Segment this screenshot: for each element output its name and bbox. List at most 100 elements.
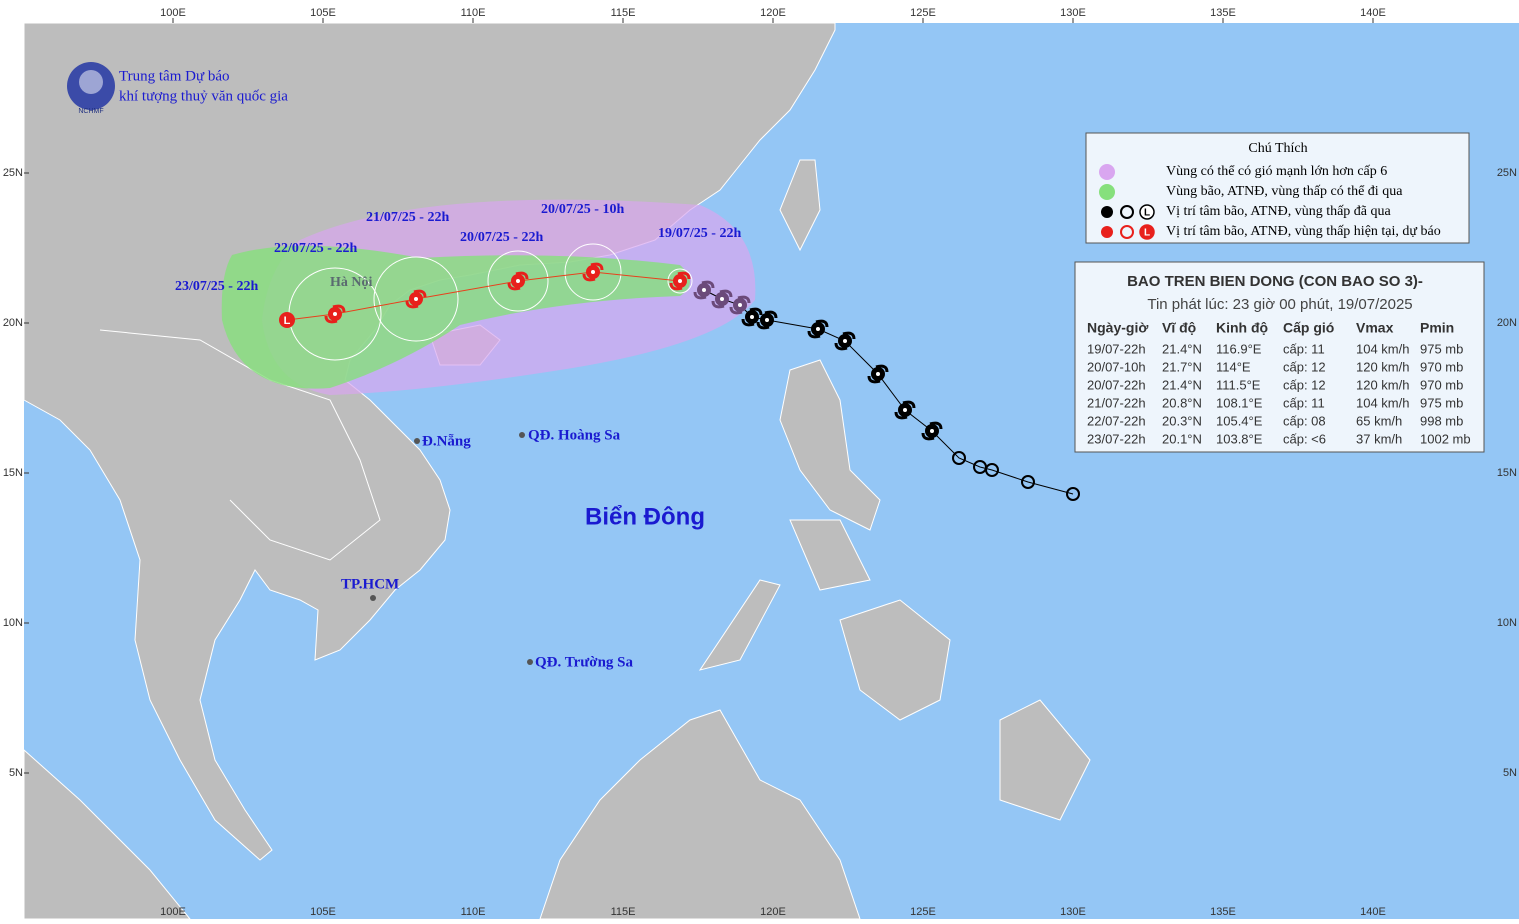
- place-label: Hà Nội: [330, 275, 373, 290]
- table-cell: 23/07-22h: [1087, 431, 1146, 446]
- past-low-position: [1066, 487, 1080, 501]
- past-storm-position: [693, 280, 715, 300]
- table-cell: 970 mb: [1420, 359, 1463, 374]
- table-cell: 21.4°N: [1162, 377, 1202, 392]
- storm-symbol-arm: [711, 289, 733, 309]
- wind-radius: [667, 268, 693, 294]
- legend-title: Chú Thích: [1248, 141, 1307, 156]
- logo: NCHMF: [67, 62, 115, 115]
- storm-symbol-eye: [738, 303, 742, 307]
- place-label: QĐ. Trường Sa: [535, 654, 634, 670]
- info-subtitle: Tin phát lúc: 23 giờ 00 phút, 19/07/2025: [1147, 296, 1412, 313]
- lat-label: 25N: [3, 167, 23, 179]
- forecast-time-label: 20/07/25 - 10h: [541, 202, 624, 217]
- storm-symbol-eye: [843, 339, 847, 343]
- forecast-storm-position: [405, 289, 427, 309]
- place-dot: [414, 438, 420, 444]
- table-cell: cấp: 11: [1283, 395, 1325, 410]
- lon-label: 130E: [1060, 7, 1086, 19]
- forecast-track-line: [286, 271, 681, 321]
- lon-label: 130E: [1060, 906, 1086, 918]
- lon-label: 120E: [760, 7, 786, 19]
- storm-symbol-eye: [750, 315, 754, 319]
- logo-text: NCHMF: [78, 108, 103, 115]
- forecast-storm-position: [324, 304, 346, 324]
- table-cell: 20/07-22h: [1087, 377, 1146, 392]
- lat-label: 10N: [1497, 617, 1517, 629]
- table-header: Kinh độ: [1216, 320, 1268, 336]
- storm-symbol-eye: [765, 318, 769, 322]
- storm-symbol-eye: [720, 297, 724, 301]
- forecast-time-label: 20/07/25 - 22h: [460, 230, 543, 245]
- storm-symbol-eye: [816, 327, 820, 331]
- storm-symbol-eye: [930, 429, 934, 433]
- storm-symbol-eye: [876, 372, 880, 376]
- table-cell: 20.3°N: [1162, 413, 1202, 428]
- place-dot: [519, 432, 525, 438]
- table-cell: 21.4°N: [1162, 341, 1202, 356]
- table-cell: 120 km/h: [1356, 359, 1409, 374]
- storm-symbol-arm: [507, 271, 529, 291]
- forecast-time-label: 19/07/25 - 22h: [658, 226, 741, 241]
- table-cell: 20/07-10h: [1087, 359, 1146, 374]
- table-cell: 103.8°E: [1216, 431, 1263, 446]
- table-cell: cấp: 12: [1283, 359, 1326, 374]
- storm-symbol-arm: [693, 280, 715, 300]
- past-storm-position: [711, 289, 733, 309]
- past-storm-position: [729, 295, 751, 315]
- storm-symbol-arm: [324, 304, 346, 324]
- place-label: QĐ. Hoàng Sa: [528, 427, 621, 443]
- table-cell: 970 mb: [1420, 377, 1463, 392]
- table-header: Pmin: [1420, 320, 1454, 336]
- storm-symbol-arm: [921, 421, 943, 441]
- header-line: Trung tâm Dự báo: [119, 68, 230, 84]
- storm-symbol-arm: [834, 331, 856, 351]
- storm-symbol-eye: [333, 312, 337, 316]
- lon-label: 140E: [1360, 906, 1386, 918]
- table-cell: 22/07-22h: [1087, 413, 1146, 428]
- table-cell: cấp: 08: [1283, 413, 1326, 428]
- lat-label: 15N: [3, 467, 23, 479]
- lat-label: 10N: [3, 617, 23, 629]
- table-cell: 37 km/h: [1356, 431, 1402, 446]
- table-cell: cấp: <6: [1283, 431, 1326, 446]
- storm-symbol-arm: [867, 364, 889, 384]
- wind-radius: [373, 256, 459, 342]
- table-cell: cấp: 11: [1283, 341, 1325, 356]
- past-storm-position: [834, 331, 856, 351]
- forecast-storm-position: [669, 271, 691, 291]
- lat-label: 5N: [9, 767, 23, 779]
- lon-label: 140E: [1360, 7, 1386, 19]
- past-storm-position: [807, 319, 829, 339]
- table-cell: 1002 mb: [1420, 431, 1471, 446]
- storm-symbol-arm: [405, 289, 427, 309]
- storm-symbol-eye: [702, 288, 706, 292]
- table-cell: 65 km/h: [1356, 413, 1402, 428]
- legend-item: Vùng có thể có gió mạnh lớn hơn cấp 6: [1166, 164, 1387, 179]
- legend-icon: [1139, 224, 1155, 240]
- lon-label: 105E: [310, 906, 336, 918]
- storm-symbol-eye: [414, 297, 418, 301]
- forecast-storm-position: [507, 271, 529, 291]
- table-cell: 19/07-22h: [1087, 341, 1146, 356]
- storm-symbol-arm: [741, 307, 763, 327]
- legend-item: Vùng bão, ATNĐ, vùng thấp có thể đi qua: [1166, 184, 1403, 199]
- place-label: Biển Đông: [585, 503, 705, 530]
- table-cell: 998 mb: [1420, 413, 1463, 428]
- table-cell: 120 km/h: [1356, 377, 1409, 392]
- lon-label: 135E: [1210, 906, 1236, 918]
- storm-symbol-arm: [669, 271, 691, 291]
- past-low-position: [973, 460, 987, 474]
- info-box: BAO TREN BIEN DONG (CON BAO SO 3)- Tin p…: [1074, 261, 1485, 453]
- forecast-low-position: L: [279, 312, 295, 328]
- lon-label: 100E: [160, 7, 186, 19]
- legend: Chú Thích Vùng có thể có gió mạnh lớn hơ…: [1085, 132, 1470, 244]
- lon-label: 125E: [910, 906, 936, 918]
- table-cell: 104 km/h: [1356, 341, 1409, 356]
- past-storm-position: [894, 400, 916, 420]
- table-cell: 105.4°E: [1216, 413, 1263, 428]
- legend-item: Vị trí tâm bão, ATNĐ, vùng thấp đã qua: [1166, 204, 1392, 219]
- lon-label: 135E: [1210, 7, 1236, 19]
- legend-swatch: [1099, 184, 1115, 200]
- lat-label: 15N: [1497, 467, 1517, 479]
